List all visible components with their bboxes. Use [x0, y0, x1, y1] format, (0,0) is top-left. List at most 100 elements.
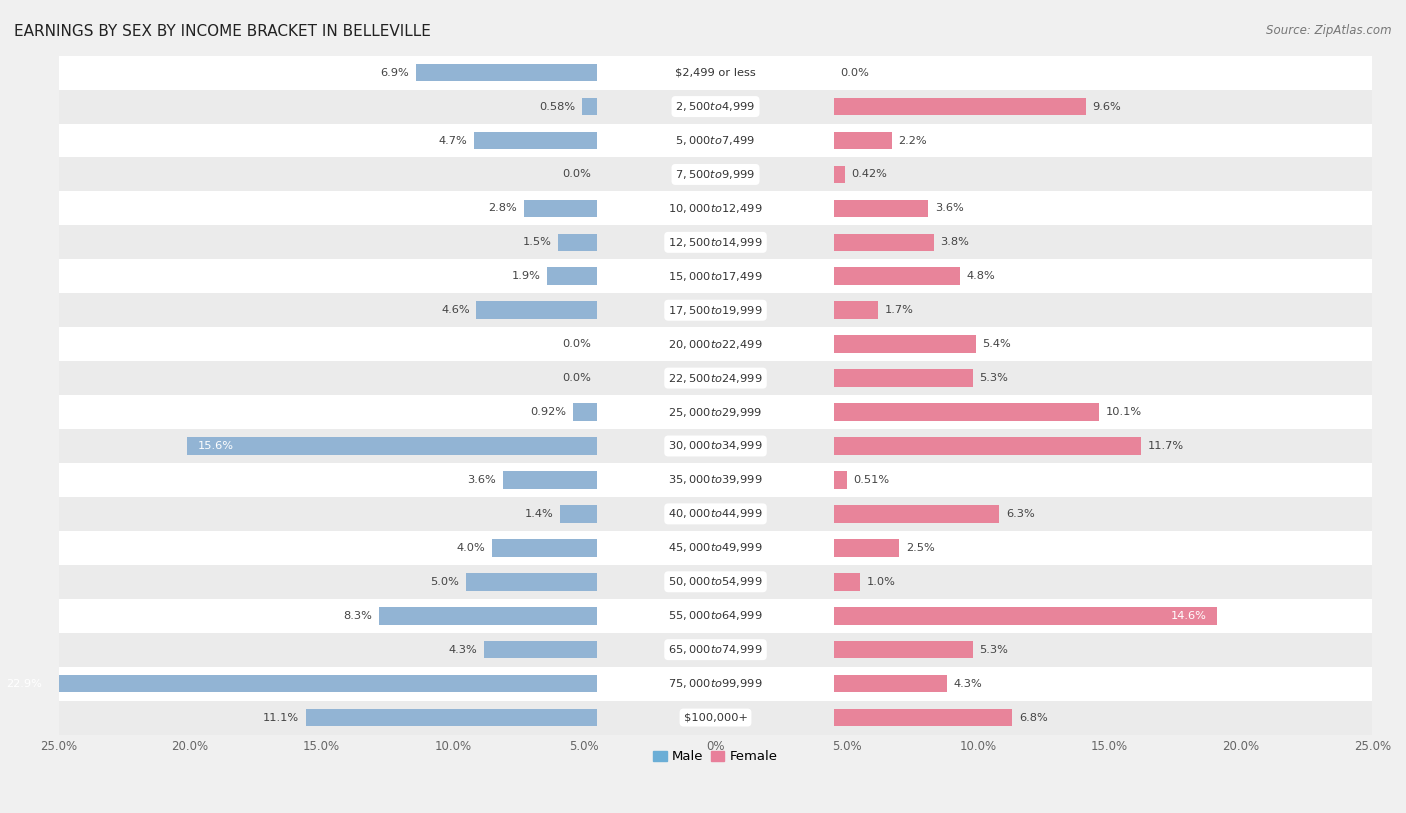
Text: 4.3%: 4.3%	[953, 679, 981, 689]
Bar	[59, 598, 1372, 633]
Bar	[59, 429, 1372, 463]
Bar	[547, 267, 598, 285]
Text: 14.6%: 14.6%	[1171, 611, 1206, 620]
Bar	[834, 675, 946, 693]
Text: $100,000+: $100,000+	[683, 712, 748, 723]
Text: Source: ZipAtlas.com: Source: ZipAtlas.com	[1267, 24, 1392, 37]
Bar	[59, 633, 1372, 667]
Text: 4.6%: 4.6%	[441, 305, 470, 315]
Bar	[834, 267, 960, 285]
Text: 8.3%: 8.3%	[343, 611, 373, 620]
Bar	[474, 132, 598, 150]
Text: 5.3%: 5.3%	[980, 645, 1008, 654]
Text: $55,000 to $64,999: $55,000 to $64,999	[668, 609, 763, 622]
Text: 6.8%: 6.8%	[1019, 712, 1047, 723]
Bar	[834, 505, 1000, 523]
Bar	[59, 259, 1372, 293]
Bar	[834, 437, 1142, 454]
Bar	[59, 225, 1372, 259]
Bar	[503, 471, 598, 489]
Bar	[561, 505, 598, 523]
Text: $12,500 to $14,999: $12,500 to $14,999	[668, 236, 763, 249]
Bar	[834, 641, 973, 659]
Text: 5.3%: 5.3%	[980, 373, 1008, 383]
Text: 0.42%: 0.42%	[852, 169, 887, 180]
Text: EARNINGS BY SEX BY INCOME BRACKET IN BELLEVILLE: EARNINGS BY SEX BY INCOME BRACKET IN BEL…	[14, 24, 430, 39]
Bar	[59, 327, 1372, 361]
Bar	[59, 191, 1372, 225]
Text: 11.1%: 11.1%	[263, 712, 299, 723]
Text: $65,000 to $74,999: $65,000 to $74,999	[668, 643, 763, 656]
Text: 6.3%: 6.3%	[1005, 509, 1035, 519]
Bar	[59, 565, 1372, 598]
Text: 1.7%: 1.7%	[884, 305, 914, 315]
Bar	[834, 132, 891, 150]
Bar	[416, 63, 598, 81]
Text: $15,000 to $17,499: $15,000 to $17,499	[668, 270, 763, 283]
Text: $75,000 to $99,999: $75,000 to $99,999	[668, 677, 763, 690]
Bar	[834, 471, 848, 489]
Bar	[574, 403, 598, 421]
Bar	[59, 55, 1372, 89]
Text: 4.7%: 4.7%	[439, 136, 467, 146]
Bar	[59, 158, 1372, 191]
Text: 0.58%: 0.58%	[540, 102, 575, 111]
Bar	[834, 302, 879, 319]
Bar	[834, 199, 928, 217]
Text: 15.6%: 15.6%	[198, 441, 233, 451]
Text: 0.0%: 0.0%	[562, 339, 591, 349]
Bar	[484, 641, 598, 659]
Bar	[380, 606, 598, 624]
Text: $35,000 to $39,999: $35,000 to $39,999	[668, 473, 763, 486]
Bar	[59, 293, 1372, 327]
Text: 0.0%: 0.0%	[562, 373, 591, 383]
Text: 2.8%: 2.8%	[488, 203, 517, 213]
Text: 0.51%: 0.51%	[853, 475, 890, 485]
Bar	[465, 573, 598, 590]
Text: 0.0%: 0.0%	[562, 169, 591, 180]
Bar	[834, 573, 860, 590]
Bar	[59, 124, 1372, 158]
Text: 2.5%: 2.5%	[905, 543, 935, 553]
Text: 9.6%: 9.6%	[1092, 102, 1122, 111]
Bar	[834, 369, 973, 387]
Text: 6.9%: 6.9%	[381, 67, 409, 77]
Text: 1.5%: 1.5%	[523, 237, 551, 247]
Text: 2.2%: 2.2%	[898, 136, 927, 146]
Bar	[0, 675, 598, 693]
Bar	[523, 199, 598, 217]
Bar	[558, 233, 598, 251]
Legend: Male, Female: Male, Female	[648, 745, 783, 768]
Bar	[187, 437, 598, 454]
Text: 4.3%: 4.3%	[449, 645, 478, 654]
Bar	[59, 497, 1372, 531]
Text: 0.92%: 0.92%	[530, 407, 567, 417]
Text: 4.8%: 4.8%	[966, 272, 995, 281]
Bar	[834, 709, 1012, 726]
Bar	[834, 233, 934, 251]
Text: $2,500 to $4,999: $2,500 to $4,999	[675, 100, 755, 113]
Text: $5,000 to $7,499: $5,000 to $7,499	[675, 134, 755, 147]
Bar	[59, 395, 1372, 429]
Text: $45,000 to $49,999: $45,000 to $49,999	[668, 541, 763, 554]
Text: $30,000 to $34,999: $30,000 to $34,999	[668, 440, 763, 453]
Text: $40,000 to $44,999: $40,000 to $44,999	[668, 507, 763, 520]
Text: 0.0%: 0.0%	[841, 67, 869, 77]
Text: 10.1%: 10.1%	[1105, 407, 1142, 417]
Text: 4.0%: 4.0%	[457, 543, 485, 553]
Text: 3.8%: 3.8%	[941, 237, 969, 247]
Bar	[305, 709, 598, 726]
Bar	[59, 531, 1372, 565]
Bar	[59, 89, 1372, 124]
Text: $10,000 to $12,499: $10,000 to $12,499	[668, 202, 763, 215]
Text: 5.0%: 5.0%	[430, 576, 460, 587]
Bar	[59, 361, 1372, 395]
Text: 5.4%: 5.4%	[983, 339, 1011, 349]
Bar	[59, 463, 1372, 497]
Text: 3.6%: 3.6%	[467, 475, 496, 485]
Text: 3.6%: 3.6%	[935, 203, 963, 213]
Bar	[834, 539, 900, 557]
Text: $22,500 to $24,999: $22,500 to $24,999	[668, 372, 763, 385]
Text: $7,500 to $9,999: $7,500 to $9,999	[675, 168, 755, 181]
Bar	[492, 539, 598, 557]
